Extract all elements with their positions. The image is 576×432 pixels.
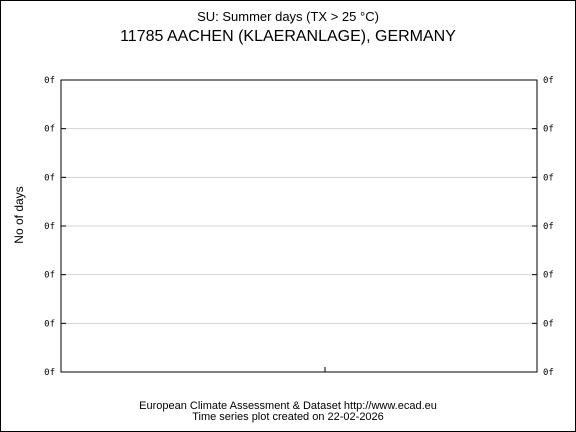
y-tick-label-right: 0f <box>543 173 554 183</box>
y-tick-label-right: 0f <box>543 222 554 232</box>
y-tick-label-left: 0f <box>44 173 55 183</box>
footer-created: Time series plot created on 22-02-2026 <box>192 411 384 423</box>
y-tick-label-left: 0f <box>44 319 55 329</box>
y-tick-label-right: 0f <box>543 368 554 378</box>
y-tick-label-left: 0f <box>44 368 55 378</box>
footer-credit: European Climate Assessment & Dataset ht… <box>139 400 437 412</box>
y-tick-label-left: 0f <box>44 222 55 232</box>
y-tick-label-left: 0f <box>44 125 55 135</box>
y-tick-label-left: 0f <box>44 271 55 281</box>
chart-title: 11785 AACHEN (KLAERANLAGE), GERMANY <box>120 28 456 45</box>
right-axis-ticks: 0f 0f 0f 0f 0f 0f 0f <box>532 76 554 378</box>
y-tick-label-right: 0f <box>543 76 554 86</box>
y-tick-label-right: 0f <box>543 125 554 135</box>
gridlines <box>61 128 537 324</box>
chart-subtitle: SU: Summer days (TX > 25 °C) <box>197 9 379 24</box>
y-tick-label-right: 0f <box>543 319 554 329</box>
left-axis-ticks: 0f 0f 0f 0f 0f 0f 0f <box>44 76 66 378</box>
y-tick-label-right: 0f <box>543 271 554 281</box>
y-tick-label-left: 0f <box>44 76 55 86</box>
